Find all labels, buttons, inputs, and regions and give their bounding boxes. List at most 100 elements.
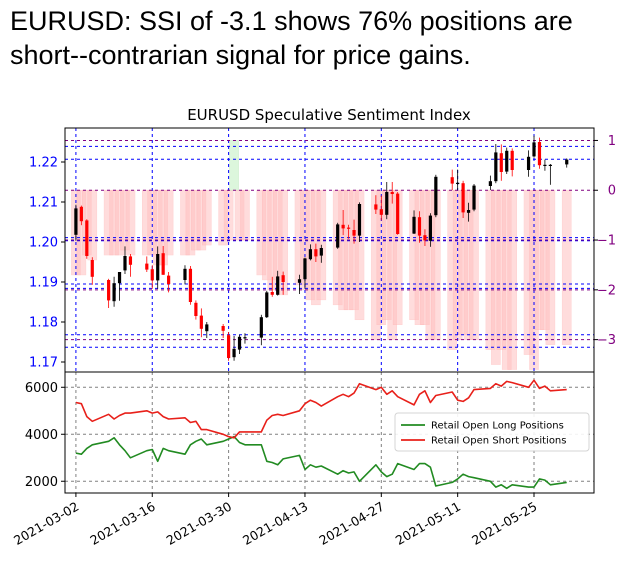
candle	[205, 322, 209, 338]
candle	[385, 182, 389, 220]
candle-body	[412, 216, 416, 234]
candle	[303, 257, 307, 289]
candle-body	[205, 324, 209, 332]
ssi-bar	[240, 189, 250, 241]
candle	[117, 272, 122, 301]
legend-label: Retail Open Short Positions	[431, 436, 566, 447]
candle-body	[385, 192, 389, 215]
candle	[396, 192, 400, 235]
candle	[532, 135, 536, 158]
price-tick-label: 1.19	[29, 276, 58, 291]
candle-body	[450, 177, 454, 184]
candle-body	[423, 235, 427, 241]
candle	[412, 210, 416, 234]
candle	[499, 144, 503, 181]
ssi-bar	[125, 189, 136, 256]
positions-panel-frame	[64, 371, 595, 494]
candle	[276, 270, 280, 296]
candle	[428, 213, 432, 247]
candle-body	[194, 302, 198, 316]
candle	[259, 314, 263, 346]
ssi-bar	[87, 189, 98, 261]
candle	[74, 204, 78, 241]
candle	[79, 205, 83, 226]
price-tick-label: 1.17	[29, 356, 58, 371]
candle	[352, 219, 356, 244]
date-tick-label: 2021-04-27	[316, 499, 386, 548]
legend-label: Retail Open Long Positions	[431, 421, 564, 432]
candle	[434, 174, 438, 218]
candle	[390, 182, 394, 204]
candle-body	[308, 249, 313, 260]
ssi-bar	[229, 140, 239, 191]
candle	[221, 324, 225, 338]
candle	[85, 219, 89, 259]
date-tick-label: 2021-05-25	[469, 499, 539, 548]
candle	[194, 300, 198, 320]
candle-body	[379, 209, 383, 215]
candle	[379, 195, 383, 221]
candle-body	[456, 182, 460, 184]
chart-title: EURUSD Speculative Sentiment Index	[187, 106, 471, 124]
candle-body	[472, 185, 476, 210]
candle	[161, 246, 165, 275]
candle	[270, 276, 274, 297]
candle-body	[303, 258, 307, 280]
candle-body	[510, 150, 514, 170]
candle	[423, 229, 427, 246]
headline-line-1: EURUSD: SSI of -3.1 shows 76% positions …	[10, 6, 573, 36]
date-tick-label: 2021-05-11	[393, 499, 463, 548]
candle-body	[74, 208, 78, 235]
candle	[357, 202, 362, 242]
candle	[314, 243, 318, 262]
candle-body	[227, 335, 231, 358]
candle-body	[526, 156, 531, 170]
candle-body	[428, 215, 432, 241]
ssi-tick-label: 0	[608, 184, 616, 199]
price-tick-label: 1.22	[29, 156, 58, 171]
ssi-bar	[545, 189, 556, 345]
ssi-bars	[71, 140, 572, 370]
date-tick-label: 2021-04-13	[240, 499, 310, 548]
candle	[526, 150, 531, 177]
candle-body	[270, 292, 274, 295]
candle-body	[117, 272, 122, 284]
candle	[199, 308, 203, 338]
candle	[565, 158, 569, 168]
candle-body	[85, 220, 89, 256]
candle	[297, 274, 302, 294]
candle	[319, 244, 323, 263]
candle	[156, 246, 160, 289]
candle-body	[336, 224, 340, 248]
candle-body	[466, 210, 471, 213]
candle	[346, 224, 351, 239]
price-tick-label: 1.21	[29, 196, 58, 211]
candle	[505, 147, 509, 174]
candle-body	[543, 164, 547, 166]
candle-body	[499, 153, 503, 172]
candle-body	[112, 283, 116, 302]
ssi-tick-label: −2	[597, 283, 616, 298]
candle-body	[319, 248, 323, 256]
candle	[308, 244, 313, 261]
candle	[510, 148, 514, 177]
positions-lines	[75, 379, 567, 490]
candle-body	[461, 183, 465, 213]
candle-body	[183, 268, 187, 280]
candle-body	[276, 276, 280, 295]
positions-series-line	[75, 435, 567, 490]
candle-body	[314, 249, 318, 257]
candle	[128, 254, 133, 277]
candle-body	[346, 227, 351, 229]
ssi-bar	[163, 189, 174, 256]
candle-body	[150, 269, 154, 281]
headline: EURUSD: SSI of -3.1 shows 76% positions …	[10, 4, 630, 72]
candle-body	[167, 275, 171, 284]
candle	[167, 272, 171, 293]
candle	[237, 334, 242, 354]
ssi-bar	[507, 189, 517, 370]
candle-body	[396, 193, 400, 234]
candle	[150, 265, 154, 289]
price-sentiment-panel: 1.17 1.18 1.19 1.20 1.21 1.22 1 0 −1 −2 −3	[29, 127, 616, 373]
candle	[188, 266, 193, 305]
